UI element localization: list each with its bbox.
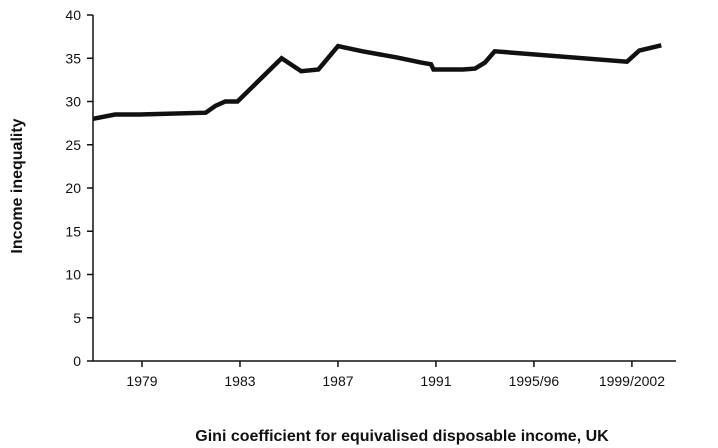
y-tick-label: 30	[65, 94, 81, 110]
x-tick-label: 1999/2002	[599, 373, 665, 389]
x-axis-ticks: 1979 1983 1987 1991 1995/96 1999/2002	[126, 361, 665, 389]
y-tick-label: 35	[65, 50, 81, 66]
x-tick-label: 1995/96	[509, 373, 560, 389]
y-axis-title: Income inequality	[9, 118, 26, 253]
x-tick-label: 1983	[224, 373, 255, 389]
series-line	[92, 43, 662, 122]
y-tick-label: 20	[65, 180, 81, 196]
y-tick-label: 15	[65, 223, 81, 239]
y-tick-label: 10	[65, 267, 81, 283]
y-tick-label: 5	[73, 310, 81, 326]
y-axis-ticks: 0 5 10 15 20 25 30 35 40	[65, 7, 93, 369]
y-tick-label: 40	[65, 7, 81, 23]
x-axis-title: Gini coefficient for equivalised disposa…	[195, 428, 609, 445]
x-tick-label: 1979	[126, 373, 157, 389]
x-tick-label: 1987	[322, 373, 353, 389]
y-tick-label: 25	[65, 137, 81, 153]
y-tick-label: 0	[73, 353, 81, 369]
x-tick-label: 1991	[420, 373, 451, 389]
